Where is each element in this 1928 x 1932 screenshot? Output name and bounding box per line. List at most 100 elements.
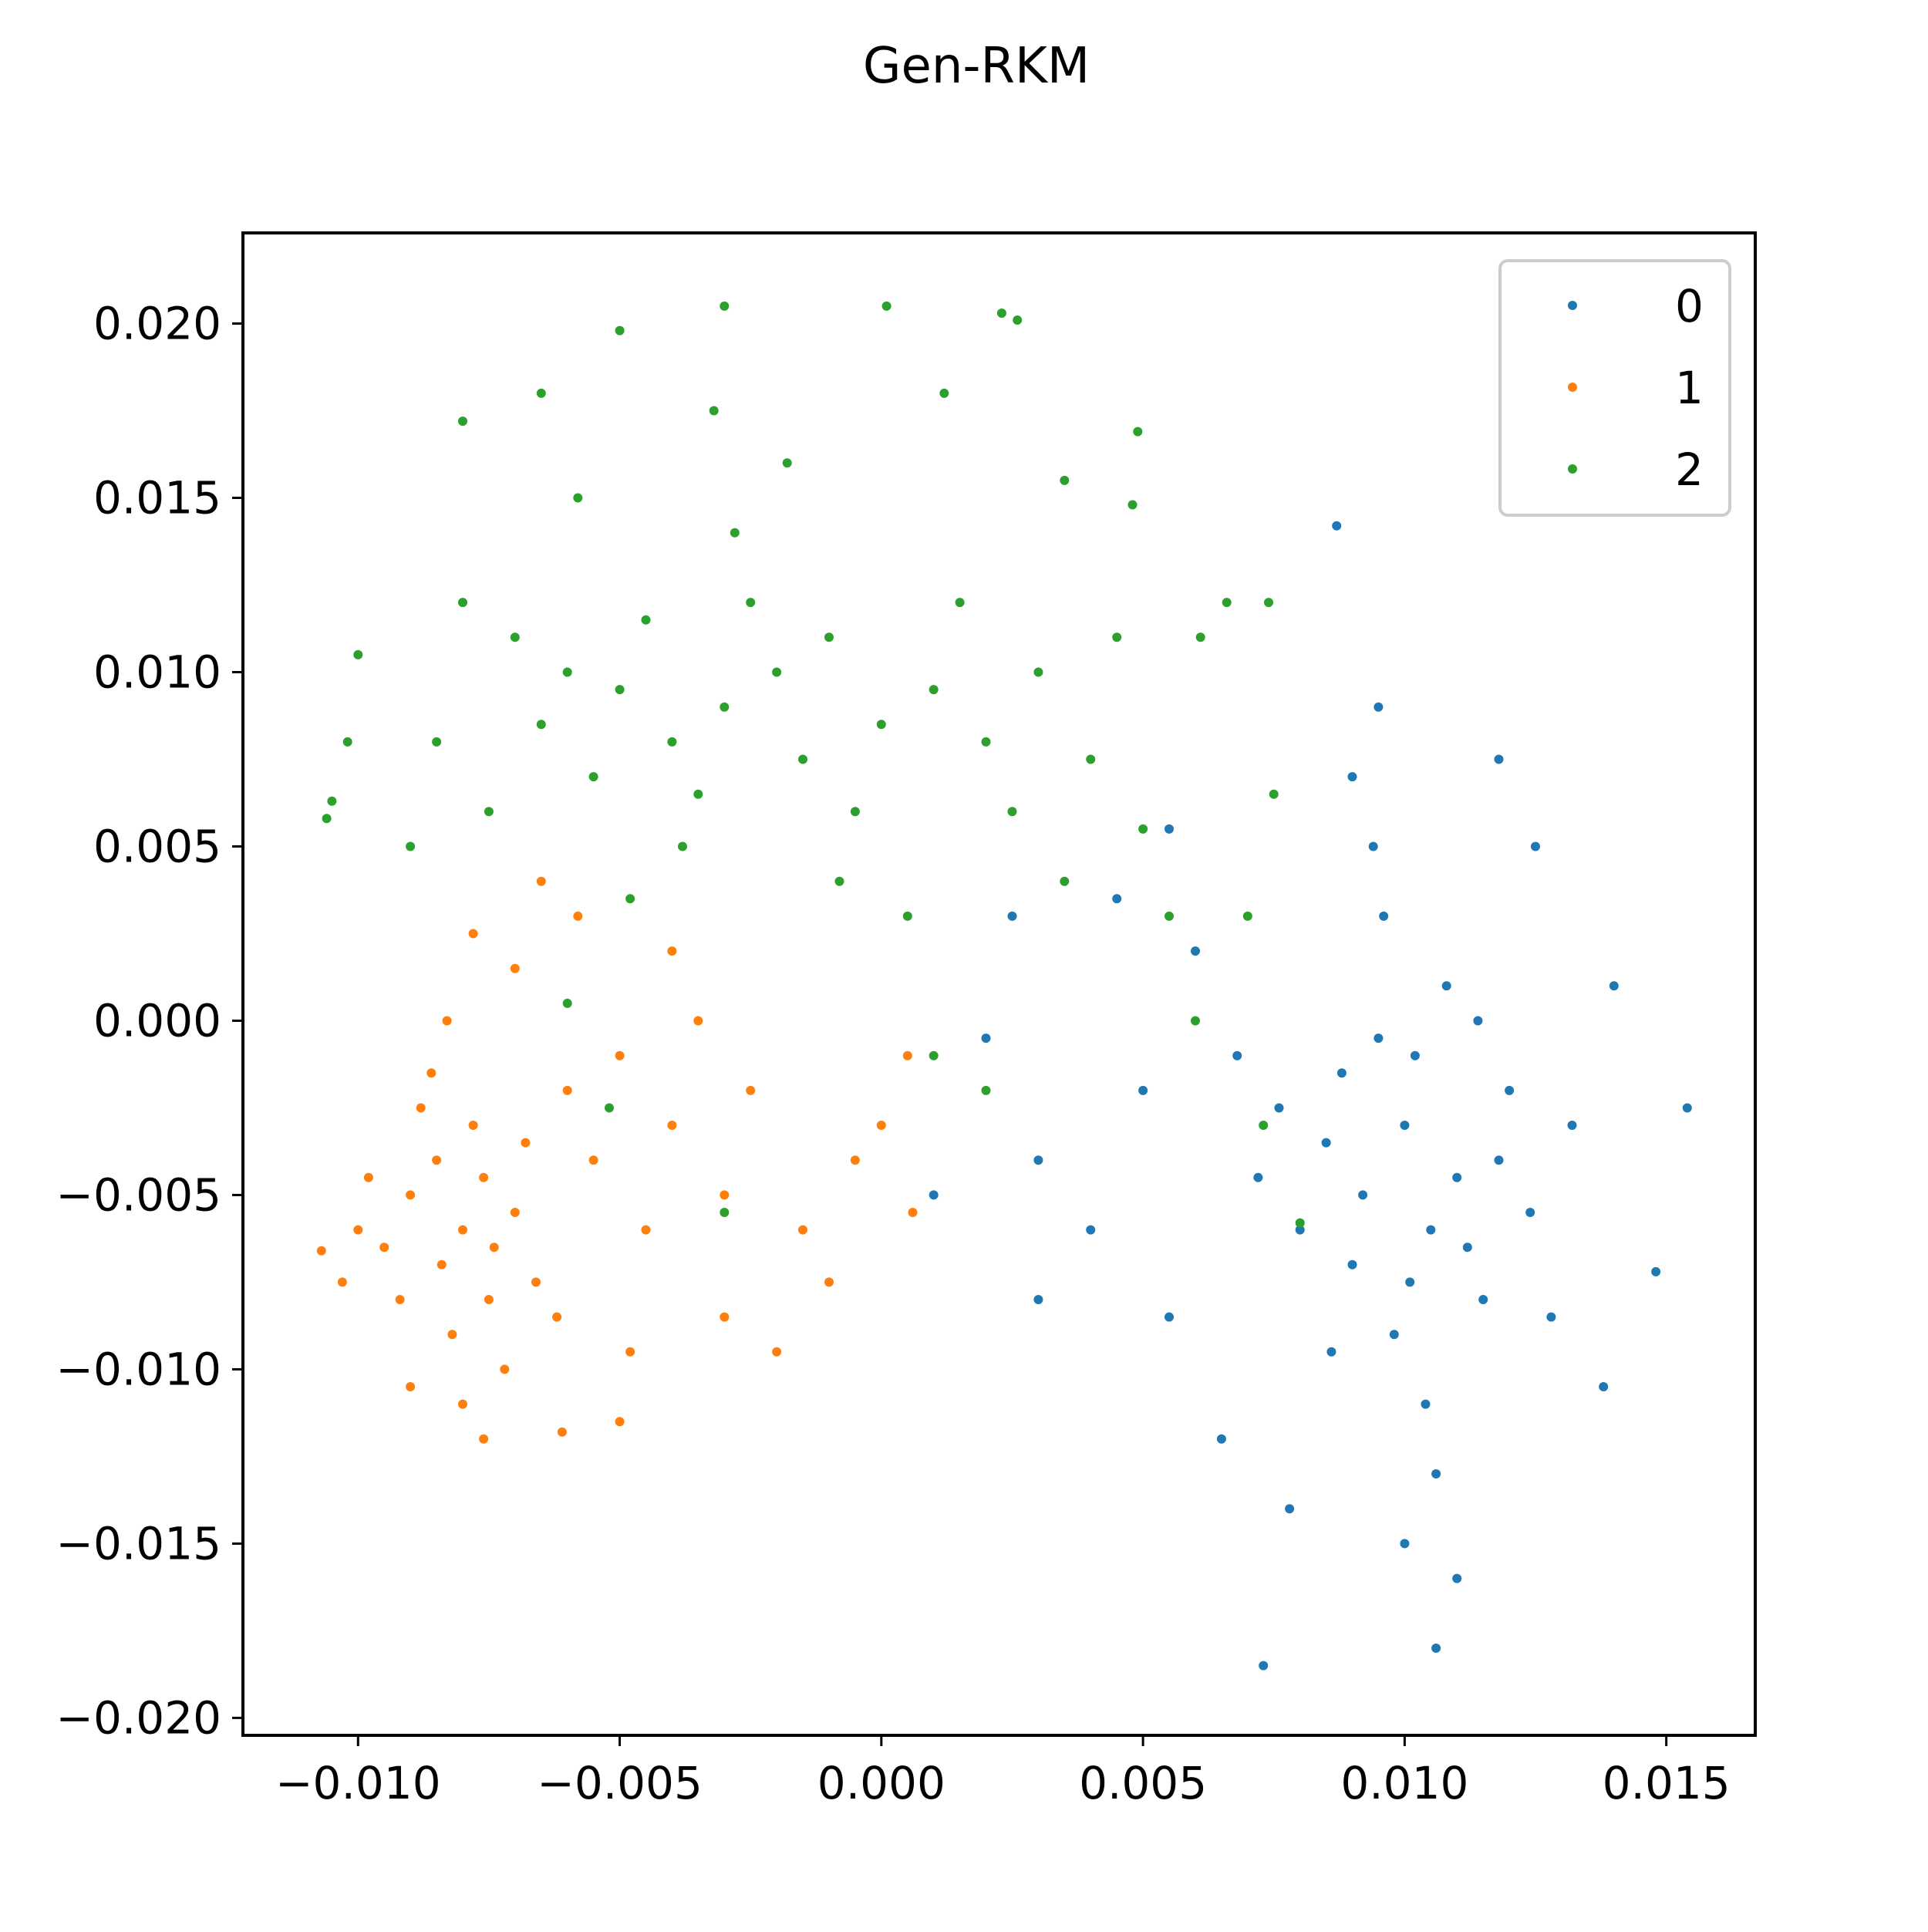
point-series-1-43	[902, 1050, 912, 1060]
point-series-1-38	[615, 1417, 625, 1427]
point-series-2-42	[615, 325, 625, 335]
point-series-0-25	[1473, 1016, 1483, 1026]
point-series-0-11	[1505, 1085, 1515, 1095]
point-series-2-20	[1007, 807, 1017, 817]
point-series-0-30	[1191, 946, 1200, 956]
legend-marker-0	[1568, 301, 1577, 310]
point-series-2-40	[996, 309, 1006, 318]
y-tick-label-1: 0.015	[93, 471, 221, 524]
x-tick-label-1: −0.005	[537, 1757, 703, 1809]
point-series-0-19	[1405, 1277, 1415, 1287]
point-series-0-53	[1007, 911, 1017, 921]
point-series-0-8	[1389, 1330, 1399, 1340]
point-series-2-56	[981, 1085, 991, 1095]
point-series-1-32	[573, 911, 583, 921]
point-series-1-33	[353, 1225, 363, 1235]
series-0	[929, 521, 1692, 1671]
point-series-1-48	[536, 876, 546, 886]
point-series-1-13	[521, 1138, 531, 1148]
point-series-0-23	[1253, 1172, 1263, 1182]
point-series-1-15	[426, 1068, 436, 1078]
point-series-0-52	[1165, 824, 1174, 834]
point-series-2-49	[1195, 632, 1205, 642]
point-series-2-13	[955, 598, 965, 608]
point-series-0-40	[1332, 521, 1342, 531]
point-series-1-20	[562, 1085, 572, 1095]
point-series-0-2	[1374, 1033, 1384, 1044]
point-series-2-36	[406, 841, 416, 851]
point-series-2-25	[1060, 876, 1070, 886]
point-series-1-45	[824, 1277, 834, 1287]
point-series-1-22	[615, 1050, 625, 1060]
point-series-2-52	[1191, 1016, 1200, 1026]
point-series-2-53	[1295, 1218, 1305, 1228]
point-series-1-23	[641, 1225, 651, 1235]
point-series-2-2	[667, 737, 677, 747]
point-series-2-8	[798, 754, 807, 764]
x-tick-label-0: −0.010	[275, 1757, 441, 1809]
x-axis: −0.010 −0.005 0.000 0.005 0.010 0.015	[275, 1735, 1731, 1809]
point-series-2-6	[746, 598, 756, 608]
y-axis: 0.020 0.015 0.010 0.005 0.000 −0.005 −0.010 −0.…	[56, 298, 243, 1744]
point-series-1-36	[479, 1434, 489, 1444]
point-series-0-45	[1599, 1382, 1609, 1391]
point-series-2-34	[1138, 824, 1148, 834]
point-series-2-24	[834, 876, 844, 886]
point-series-0-21	[1368, 841, 1378, 851]
point-series-1-41	[850, 1155, 860, 1165]
legend-label-2: 2	[1675, 443, 1704, 496]
point-series-0-1	[1426, 1225, 1436, 1235]
point-series-0-27	[1347, 772, 1357, 782]
point-series-1-46	[720, 1312, 730, 1322]
point-series-1-31	[510, 963, 520, 973]
point-series-1-10	[436, 1259, 447, 1269]
point-series-0-37	[1216, 1434, 1226, 1444]
point-series-0-22	[1525, 1208, 1535, 1217]
point-series-2-41	[1013, 315, 1023, 325]
point-series-0-47	[1531, 841, 1540, 851]
point-series-1-40	[798, 1225, 807, 1235]
point-series-2-58	[605, 1103, 614, 1113]
legend: 0 1 2	[1498, 259, 1731, 517]
point-series-0-43	[1682, 1103, 1692, 1113]
point-series-2-23	[625, 894, 635, 904]
legend-box	[1498, 259, 1731, 517]
points-layer	[316, 301, 1692, 1671]
point-series-0-0	[1400, 1121, 1410, 1130]
point-series-0-34	[981, 1033, 991, 1044]
point-series-2-45	[342, 737, 352, 747]
point-series-0-12	[1295, 1225, 1305, 1235]
point-series-0-20	[1431, 1469, 1441, 1479]
legend-marker-1	[1568, 383, 1577, 392]
point-series-2-30	[709, 406, 719, 416]
point-series-0-42	[1431, 1644, 1441, 1653]
point-series-2-31	[1112, 632, 1122, 642]
point-series-2-48	[1264, 598, 1273, 608]
point-series-2-11	[588, 772, 598, 782]
series-2	[322, 301, 1305, 1228]
point-series-2-21	[510, 632, 520, 642]
point-series-0-33	[1033, 1155, 1043, 1165]
point-series-2-43	[327, 796, 337, 806]
point-series-2-16	[678, 841, 687, 851]
point-series-1-6	[510, 1208, 520, 1217]
point-series-1-39	[772, 1347, 782, 1357]
point-series-1-12	[395, 1295, 405, 1304]
point-series-2-29	[902, 911, 912, 921]
point-series-2-27	[1086, 754, 1096, 764]
point-series-2-55	[929, 1050, 939, 1060]
point-series-1-11	[479, 1172, 489, 1182]
chart-title: Gen-RKM	[863, 38, 1090, 95]
point-series-2-22	[1033, 667, 1043, 677]
point-series-0-54	[1285, 1504, 1295, 1514]
point-series-2-39	[881, 301, 892, 311]
point-series-1-17	[363, 1172, 373, 1182]
legend-label-0: 0	[1675, 280, 1704, 332]
point-series-1-21	[588, 1155, 598, 1165]
y-tick-label-0: 0.020	[93, 298, 221, 350]
point-series-0-7	[1321, 1138, 1331, 1148]
point-series-1-19	[442, 1016, 452, 1026]
point-series-1-4	[468, 1121, 478, 1130]
